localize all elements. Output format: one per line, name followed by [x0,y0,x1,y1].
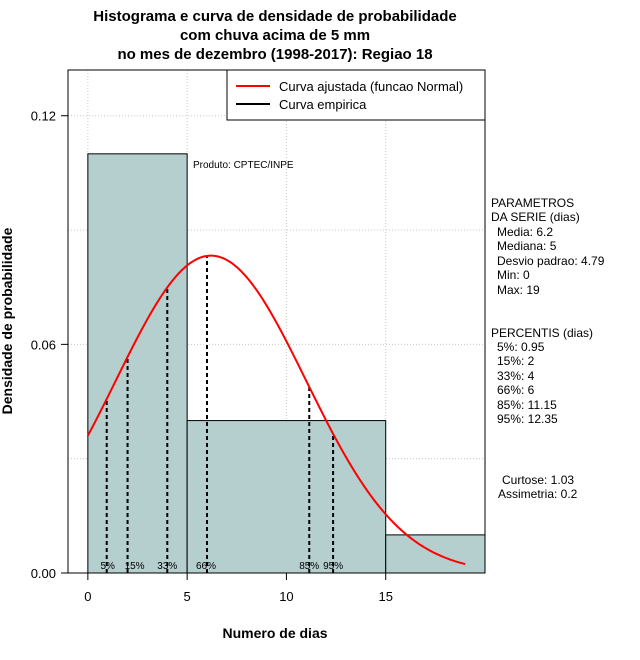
x-tick-label: 0 [84,589,91,604]
param-median: Mediana: 5 [497,239,557,253]
stat-kurtosis: Curtose: 1.03 [502,473,574,487]
y-tick-label: 0.06 [31,337,56,352]
params-heading-2: DA SERIE (dias) [491,210,580,224]
param-max: Max: 19 [497,283,540,297]
percentile-label: 33% [157,561,177,572]
series-parameters: PARAMETROS DA SERIE (dias) Media: 6.2 Me… [491,196,605,297]
fitted-curve [86,254,466,566]
param-mean: Media: 6.2 [497,225,553,239]
chart-title-line-2: com chuva acima de 5 mm [180,27,370,44]
legend-box [226,69,486,121]
y-axis-title: Densidade de probabilidade [0,227,15,414]
stat-skewness: Assimetria: 0.2 [498,487,578,501]
x-tick-label: 5 [184,589,191,604]
percentiles-panel: PERCENTIS (dias) 5%: 0.95 15%: 2 33%: 4 … [491,326,593,426]
percentil-33: 33%: 4 [497,369,535,383]
params-heading-1: PARAMETROS [491,196,574,210]
axes: 0 5 10 15 0.00 0.06 0.12 [31,109,393,604]
percentile-label: 66% [196,561,216,572]
histogram-bar [87,153,188,574]
percentil-95: 95%: 12.35 [497,412,558,426]
y-tick-label: 0.12 [31,109,56,124]
x-tick-label: 15 [378,589,392,604]
histogram-bar [186,420,387,574]
param-stddev: Desvio padrao: 4.79 [497,254,605,268]
percentil-15: 15%: 2 [497,354,535,368]
percentil-5: 5%: 0.95 [497,340,545,354]
percentile-markers: 5% 15% 33% 66% 85% 95% [100,255,343,573]
percentil-85: 85%: 11.15 [497,398,557,412]
chart-title-line-3: no mes de dezembro (1998-2017): Regiao 1… [117,46,432,63]
param-min: Min: 0 [497,268,530,282]
percentile-label: 5% [100,561,115,572]
legend-empirical-label: Curva empirica [279,97,367,112]
x-tick-label: 10 [279,589,293,604]
legend-fitted-label: Curva ajustada (funcao Normal) [279,79,463,94]
percentil-66: 66%: 6 [497,383,535,397]
chart-title-line-1: Histograma e curva de densidade de proba… [93,8,456,25]
percentile-label: 95% [323,561,343,572]
credit-text: Produto: CPTEC/INPE [193,160,294,171]
fitted-normal-curve [86,254,466,566]
y-tick-label: 0.00 [31,566,56,581]
x-axis-title: Numero de dias [222,625,327,641]
histogram-bars [87,153,486,574]
percentile-label: 85% [299,561,319,572]
percentile-label: 15% [125,561,145,572]
legend: Curva ajustada (funcao Normal) Curva emp… [226,69,486,121]
percentis-heading: PERCENTIS (dias) [491,326,593,340]
shape-statistics: Curtose: 1.03 Assimetria: 0.2 [498,473,578,501]
